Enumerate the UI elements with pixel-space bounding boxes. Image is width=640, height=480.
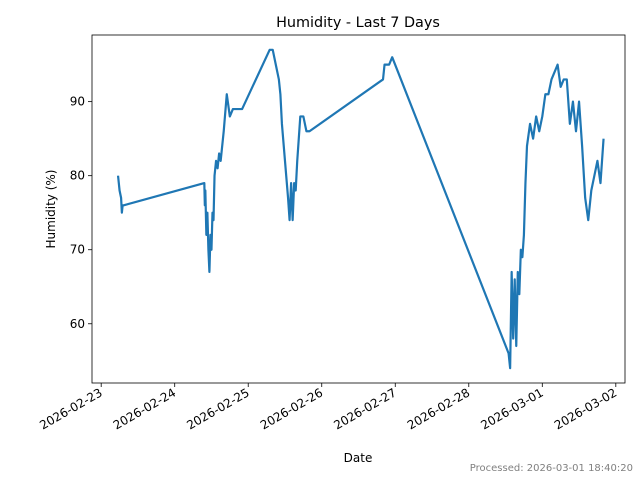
y-tick-label: 70 xyxy=(70,243,85,257)
y-tick-label: 60 xyxy=(70,317,85,331)
x-tick-label: 2026-03-01 xyxy=(478,385,545,432)
humidity-series-line xyxy=(116,48,605,370)
x-tick-label: 2026-02-24 xyxy=(111,385,178,432)
x-tick-label: 2026-02-23 xyxy=(37,385,104,432)
x-tick-label: 2026-02-28 xyxy=(405,385,472,432)
plot-area xyxy=(116,48,605,370)
x-tick-label: 2026-02-26 xyxy=(258,385,325,432)
x-tick-label: 2026-03-02 xyxy=(552,385,619,432)
x-tick-label: 2026-02-25 xyxy=(184,385,251,432)
y-tick-label: 90 xyxy=(70,95,85,109)
chart-title: Humidity - Last 7 Days xyxy=(276,15,440,31)
y-axis-label: Humidity (%) xyxy=(44,170,58,249)
x-axis: 2026-02-23 2026-02-24 2026-02-25 2026-02-26… xyxy=(37,383,619,432)
plot-frame xyxy=(91,34,626,384)
y-tick-label: 80 xyxy=(70,169,85,183)
processed-timestamp: Processed: 2026-03-01 18:40:20 xyxy=(469,463,633,474)
x-tick-label: 2026-02-27 xyxy=(331,385,398,432)
x-axis-label: Date xyxy=(344,451,373,465)
y-axis: 60 70 80 90 xyxy=(70,95,92,331)
